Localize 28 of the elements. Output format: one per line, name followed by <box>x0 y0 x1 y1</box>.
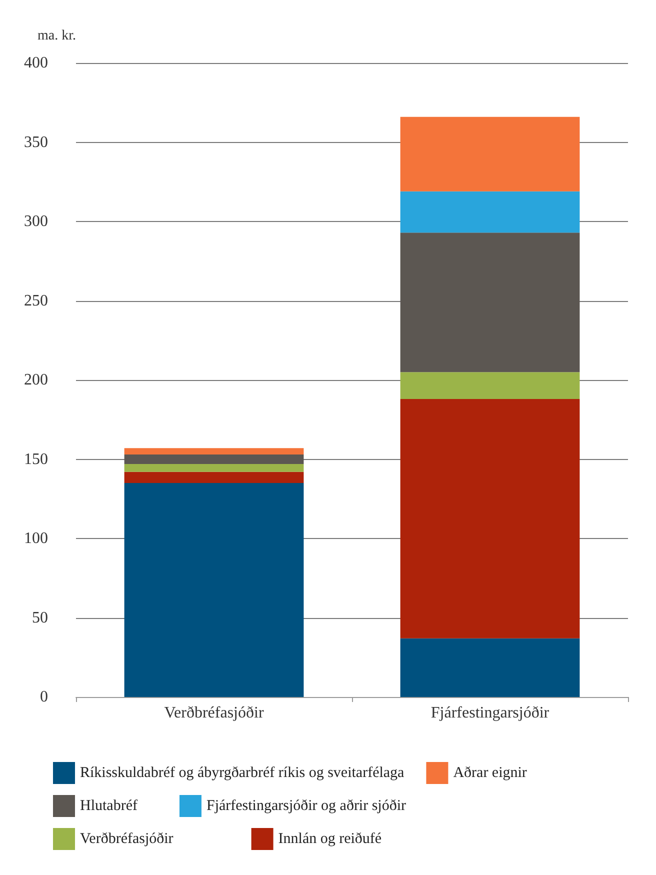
y-axis-title: ma. kr. <box>38 28 76 44</box>
y-tick-label: 150 <box>24 450 48 468</box>
y-tick-label: 100 <box>24 530 48 547</box>
bar <box>400 232 580 372</box>
y-tick-label: 350 <box>24 134 48 151</box>
y-tick-label: 300 <box>24 213 48 230</box>
x-tick-label: Fjárfestingarsjóðir <box>430 704 550 722</box>
y-tick-label: 50 <box>32 609 48 626</box>
y-tick-label: 200 <box>24 372 48 388</box>
bar <box>124 448 304 454</box>
legend-label: Hlutabréf <box>80 798 138 814</box>
y-tick-label: 400 <box>24 54 48 72</box>
legend-label: Ríkisskuldabréf og ábyrgðarbréf ríkis og sveitarfélaga <box>80 765 405 781</box>
bar <box>124 483 304 697</box>
legend-label: Verðbréfasjóðir <box>80 831 174 847</box>
legend-label: Aðrar eignir <box>453 765 527 781</box>
bar <box>400 372 580 400</box>
bar <box>400 191 580 233</box>
bar <box>124 464 304 472</box>
y-tick-label: 0 <box>40 688 48 706</box>
legend-label: Innlán og reiðufé <box>278 831 382 847</box>
y-tick-label: 250 <box>24 292 48 310</box>
bar <box>400 638 580 697</box>
bar <box>400 116 580 192</box>
legend-label: Fjárfestingarsjóðir og aðrir sjóðir <box>206 798 406 814</box>
bar <box>124 454 304 464</box>
bar <box>400 399 580 638</box>
bar <box>124 472 304 484</box>
